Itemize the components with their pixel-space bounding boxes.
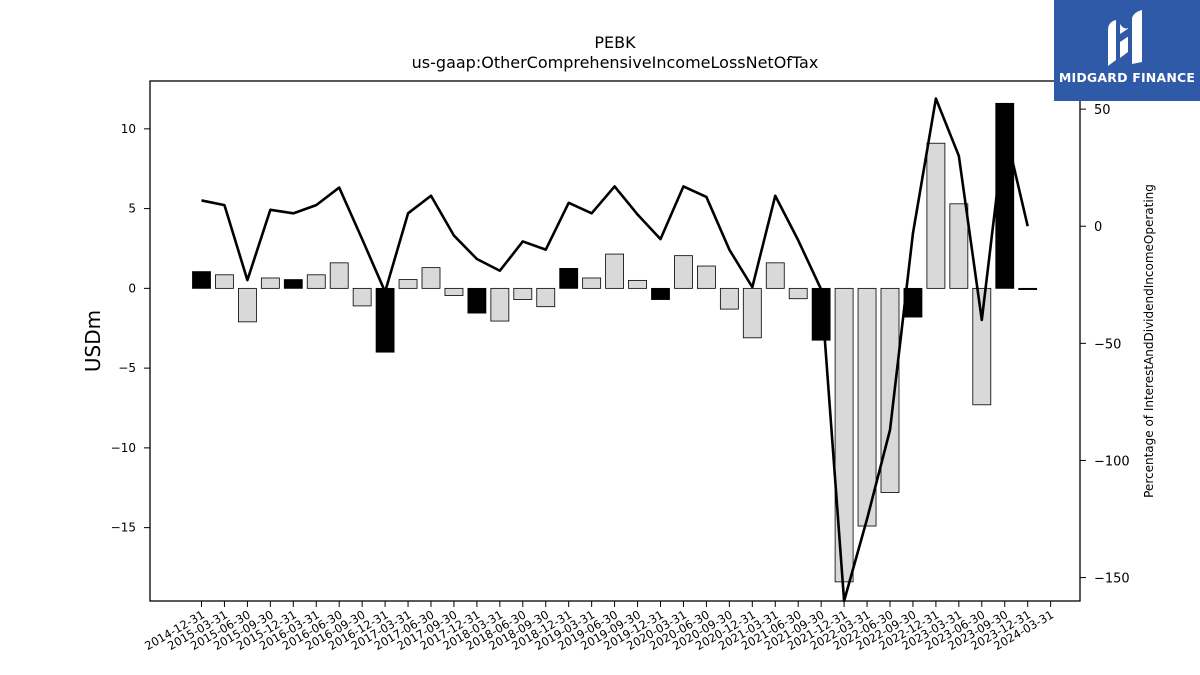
line-series <box>201 97 1029 603</box>
y-tick-label: 10 <box>121 122 136 136</box>
bar-2018-12-31 <box>559 268 579 289</box>
bar-2015-03-31 <box>215 274 234 289</box>
bar-2017-09-30 <box>444 287 464 296</box>
bar-2023-06-30 <box>972 287 992 406</box>
bar-series <box>192 102 1038 583</box>
bar-2015-12-31 <box>283 279 303 289</box>
bar-2017-12-31 <box>467 287 487 314</box>
chart-subtitle: us-gaap:OtherComprehensiveIncomeLossNetO… <box>412 53 819 72</box>
midgard-logo-icon <box>1108 10 1142 66</box>
bar-2018-06-30 <box>513 287 533 300</box>
bar-2015-09-30 <box>260 277 280 289</box>
y2-tick-label: 50 <box>1094 103 1111 118</box>
y2-axis: 50 0 −50 −100 −150 <box>1080 103 1130 587</box>
y-axis: 10 5 0 −5 −10 −15 <box>111 122 150 535</box>
bar-2016-06-30 <box>329 262 349 289</box>
bar-2019-06-30 <box>605 253 624 289</box>
bar-2020-03-31 <box>674 255 693 289</box>
bar-2019-09-30 <box>628 279 647 289</box>
bar-2020-09-30 <box>719 287 739 310</box>
bar-2019-03-31 <box>582 277 602 289</box>
brand-logo: MIDGARD FINANCE <box>1054 0 1200 101</box>
y-tick-label: −10 <box>111 441 136 455</box>
bar-2014-12-31 <box>192 271 211 289</box>
bar-2015-06-30 <box>237 287 257 323</box>
y2-tick-label: −50 <box>1094 337 1121 352</box>
bar-2022-06-30 <box>880 287 900 493</box>
bar-2022-03-31 <box>857 287 877 527</box>
y2-tick-label: −150 <box>1094 572 1130 587</box>
bar-2016-09-30 <box>352 287 372 307</box>
x-axis: 2014-12-312015-03-312015-06-302015-09-30… <box>142 601 1056 653</box>
bar-2018-03-31 <box>490 287 510 322</box>
bar-2019-12-31 <box>651 287 670 300</box>
bar-2018-09-30 <box>536 287 556 308</box>
bar-2023-12-31 <box>1018 287 1038 290</box>
bar-2016-03-31 <box>306 274 326 289</box>
bar-2017-06-30 <box>421 267 441 289</box>
y-tick-label: 0 <box>128 281 136 295</box>
chart-title: PEBK <box>594 33 636 52</box>
bar-2016-12-31 <box>375 287 395 353</box>
bar-2022-12-31 <box>926 142 946 289</box>
brand-name: MIDGARD FINANCE <box>1058 70 1196 85</box>
y-axis-label: USDm <box>81 310 105 372</box>
y2-tick-label: 0 <box>1094 220 1102 235</box>
bar-2017-03-31 <box>398 279 418 289</box>
bar-2021-03-31 <box>765 262 785 289</box>
bar-2023-03-31 <box>949 203 969 289</box>
y-tick-label: 5 <box>128 202 136 216</box>
bar-2021-06-30 <box>788 287 808 300</box>
bar-2021-12-31 <box>834 287 854 583</box>
y2-axis-label: Percentage of InterestAndDividendIncomeO… <box>1142 184 1156 498</box>
bar-2020-06-30 <box>697 265 716 289</box>
y-tick-label: −5 <box>118 361 136 375</box>
line-percentage <box>201 97 1029 603</box>
y-tick-label: −15 <box>111 521 136 535</box>
y2-tick-label: −100 <box>1094 454 1130 469</box>
bar-2020-12-31 <box>742 287 762 339</box>
